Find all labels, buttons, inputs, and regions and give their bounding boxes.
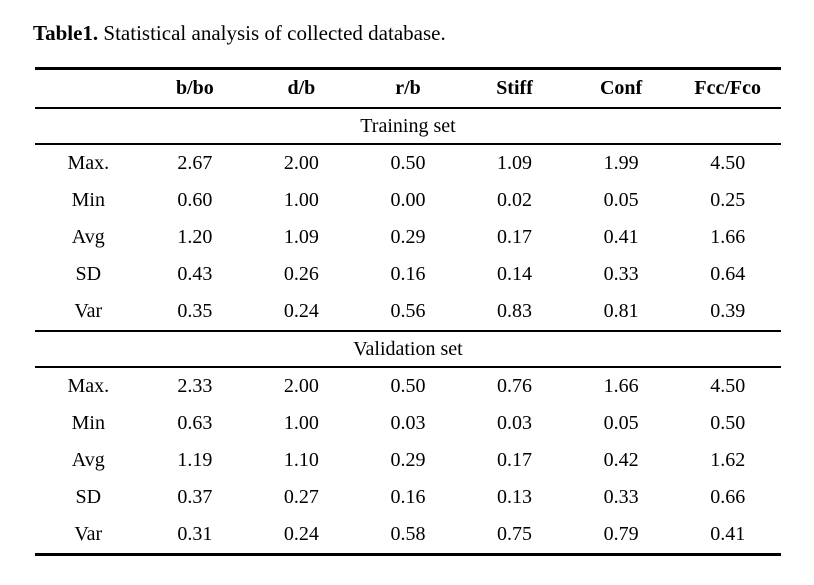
value-cell: 0.64: [710, 263, 746, 285]
value-cell: 2.67: [177, 152, 213, 174]
value-cell: 0.16: [390, 486, 426, 508]
value-cell: 0.79: [603, 523, 639, 545]
value-cell: 0.39: [710, 300, 746, 322]
value-cell: 0.00: [390, 189, 426, 211]
value-cell: 0.33: [603, 486, 639, 508]
value-cell: 0.43: [177, 263, 213, 285]
column-header: Conf: [567, 68, 675, 109]
value-cell: 0.35: [177, 300, 213, 322]
value-cell: 0.42: [603, 449, 639, 471]
value-cell: 1.62: [710, 449, 746, 471]
value-cell: 1.09: [283, 226, 319, 248]
section-title: Training set: [35, 107, 781, 145]
value-cell: 4.50: [710, 152, 746, 174]
value-cell: 0.50: [710, 412, 746, 434]
value-cell: 0.31: [177, 523, 213, 545]
value-cell: 0.83: [497, 300, 533, 322]
table-caption-label: Table1.: [33, 21, 99, 45]
statistics-table: b/bo d/b r/b Stiff Conf Fcc/Fco Training set M…: [35, 67, 781, 556]
value-cell: 1.66: [710, 226, 746, 248]
value-cell: 0.26: [283, 263, 319, 285]
table-row: Min 0.60 1.00 0.00 0.02 0.05 0.25: [35, 182, 781, 219]
value-cell: 0.33: [603, 263, 639, 285]
value-cell: 1.66: [603, 375, 639, 397]
table-row: Var 0.31 0.24 0.58 0.75 0.79 0.41: [35, 516, 781, 555]
value-cell: 0.41: [603, 226, 639, 248]
table-caption: Table1. Statistical analysis of collecte…: [33, 21, 446, 46]
value-cell: 0.24: [283, 300, 319, 322]
section-title-row: Training set: [35, 107, 781, 145]
table-row: Max. 2.33 2.00 0.50 0.76 1.66 4.50: [35, 367, 781, 405]
value-cell: 1.10: [283, 449, 319, 471]
value-cell: 1.00: [283, 189, 319, 211]
value-cell: 0.29: [390, 449, 426, 471]
value-cell: 0.58: [390, 523, 426, 545]
value-cell: 0.41: [710, 523, 746, 545]
column-header: r/b: [354, 68, 462, 109]
table-row: Max. 2.67 2.00 0.50 1.09 1.99 4.50: [35, 144, 781, 182]
column-header: Stiff: [461, 68, 568, 109]
value-cell: 0.14: [497, 263, 533, 285]
row-label: Max.: [67, 375, 110, 397]
corner-cell: [35, 68, 142, 109]
section-title: Validation set: [35, 330, 781, 368]
row-label: SD: [75, 263, 102, 285]
value-cell: 0.03: [497, 412, 533, 434]
value-cell: 0.03: [390, 412, 426, 434]
value-cell: 0.75: [497, 523, 533, 545]
value-cell: 0.37: [177, 486, 213, 508]
value-cell: 0.76: [497, 375, 533, 397]
value-cell: 2.33: [177, 375, 213, 397]
value-cell: 1.00: [283, 412, 319, 434]
value-cell: 0.50: [390, 152, 426, 174]
value-cell: 0.24: [283, 523, 319, 545]
value-cell: 2.00: [283, 152, 319, 174]
value-cell: 0.66: [710, 486, 746, 508]
row-label: Avg: [71, 226, 105, 248]
row-label: SD: [75, 486, 102, 508]
header-row: b/bo d/b r/b Stiff Conf Fcc/Fco: [35, 68, 781, 109]
row-label: Max.: [67, 152, 110, 174]
row-label: Min: [71, 189, 105, 211]
column-header: d/b: [248, 68, 355, 109]
value-cell: 4.50: [710, 375, 746, 397]
value-cell: 0.60: [177, 189, 213, 211]
value-cell: 0.81: [603, 300, 639, 322]
value-cell: 0.17: [497, 449, 533, 471]
value-cell: 0.29: [390, 226, 426, 248]
row-label: Var: [74, 523, 103, 545]
table-row: Var 0.35 0.24 0.56 0.83 0.81 0.39: [35, 293, 781, 331]
row-label: Avg: [71, 449, 105, 471]
row-label: Min: [71, 412, 105, 434]
value-cell: 1.20: [177, 226, 213, 248]
table-row: SD 0.37 0.27 0.16 0.13 0.33 0.66: [35, 479, 781, 516]
table-row: Min 0.63 1.00 0.03 0.03 0.05 0.50: [35, 405, 781, 442]
table-row: Avg 1.19 1.10 0.29 0.17 0.42 1.62: [35, 442, 781, 479]
table-row: SD 0.43 0.26 0.16 0.14 0.33 0.64: [35, 256, 781, 293]
value-cell: 2.00: [283, 375, 319, 397]
value-cell: 0.63: [177, 412, 213, 434]
value-cell: 1.19: [177, 449, 213, 471]
row-label: Var: [74, 300, 103, 322]
table-caption-text: Statistical analysis of collected databa…: [98, 21, 446, 45]
value-cell: 1.09: [497, 152, 533, 174]
value-cell: 0.25: [710, 189, 746, 211]
table-header: b/bo d/b r/b Stiff Conf Fcc/Fco: [35, 68, 781, 109]
value-cell: 0.05: [603, 189, 639, 211]
value-cell: 0.13: [497, 486, 533, 508]
value-cell: 0.27: [283, 486, 319, 508]
value-cell: 0.17: [497, 226, 533, 248]
value-cell: 0.05: [603, 412, 639, 434]
value-cell: 1.99: [603, 152, 639, 174]
section-title-row: Validation set: [35, 330, 781, 368]
value-cell: 0.50: [390, 375, 426, 397]
table-body: Training set Max. 2.67 2.00 0.50 1.09 1.99 4.50…: [35, 107, 781, 555]
value-cell: 0.02: [497, 189, 533, 211]
value-cell: 0.16: [390, 263, 426, 285]
column-header: b/bo: [141, 68, 249, 109]
column-header: Fcc/Fco: [674, 68, 781, 109]
table-row: Avg 1.20 1.09 0.29 0.17 0.41 1.66: [35, 219, 781, 256]
value-cell: 0.56: [390, 300, 426, 322]
